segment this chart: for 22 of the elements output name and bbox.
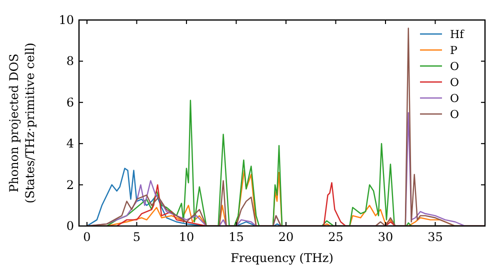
x-tick-label: 15 xyxy=(228,230,244,244)
y-tick-label: 0 xyxy=(66,219,74,233)
legend-label: O xyxy=(450,76,460,89)
x-tick-label: 35 xyxy=(428,230,443,244)
legend-label: P xyxy=(450,44,458,57)
legend-label: Hf xyxy=(450,28,465,41)
x-tick-label: 20 xyxy=(278,230,294,244)
legend-label: O xyxy=(450,92,460,105)
y-tick-label: 10 xyxy=(58,13,74,27)
y-tick-label: 8 xyxy=(66,54,74,68)
legend-label: O xyxy=(450,60,460,73)
x-tick-label: 30 xyxy=(378,230,394,244)
x-tick-label: 10 xyxy=(178,230,194,244)
x-tick-label: 0 xyxy=(83,230,91,244)
y-tick-label: 2 xyxy=(66,178,74,192)
y-tick-label: 4 xyxy=(66,136,74,151)
x-axis-title: Frequency (THz) xyxy=(230,251,334,265)
x-tick-label: 25 xyxy=(328,230,344,244)
y-axis-title: Phonon projected DOS (States/THz·primitive cell) xyxy=(7,42,37,204)
legend-label: O xyxy=(450,108,460,121)
y-tick-label: 6 xyxy=(66,95,74,110)
x-tick-label: 5 xyxy=(132,230,141,244)
